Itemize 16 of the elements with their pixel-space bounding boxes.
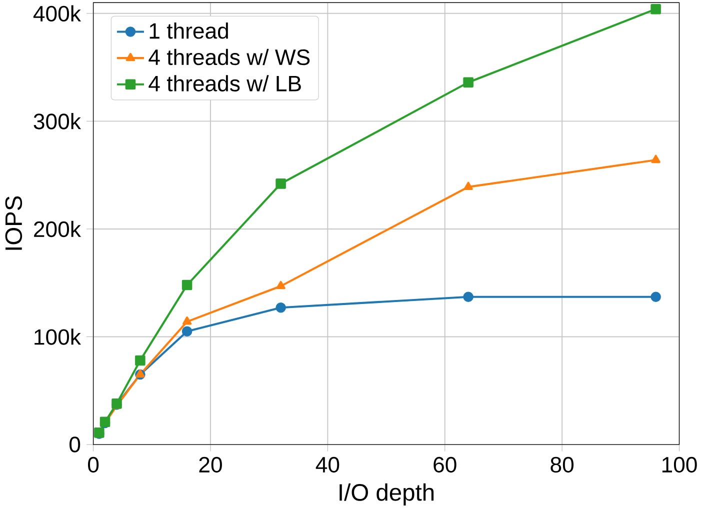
x-tick-label: 60: [434, 456, 456, 473]
y-tick-label: 100k: [34, 328, 81, 345]
x-tick-label: 80: [550, 456, 574, 473]
legend-label: 1 thread: [150, 22, 228, 39]
x-tick-label: 100: [662, 456, 697, 473]
x-tick-label: 40: [316, 456, 340, 473]
y-tick-label: 200k: [34, 220, 81, 238]
y-tick-label: 0: [70, 436, 80, 452]
legend-label: 4 threads w/ LB: [148, 75, 301, 92]
legend-label: 4 threads w/ WS: [148, 48, 310, 66]
x-tick-label: 0: [88, 456, 99, 473]
x-tick-label: 20: [199, 456, 222, 473]
x-axis-title: I/O depth: [340, 484, 434, 506]
y-tick-label: 400k: [33, 5, 81, 22]
y-tick-label: 300k: [34, 113, 81, 130]
y-axis-title: IOPS: [5, 196, 22, 250]
